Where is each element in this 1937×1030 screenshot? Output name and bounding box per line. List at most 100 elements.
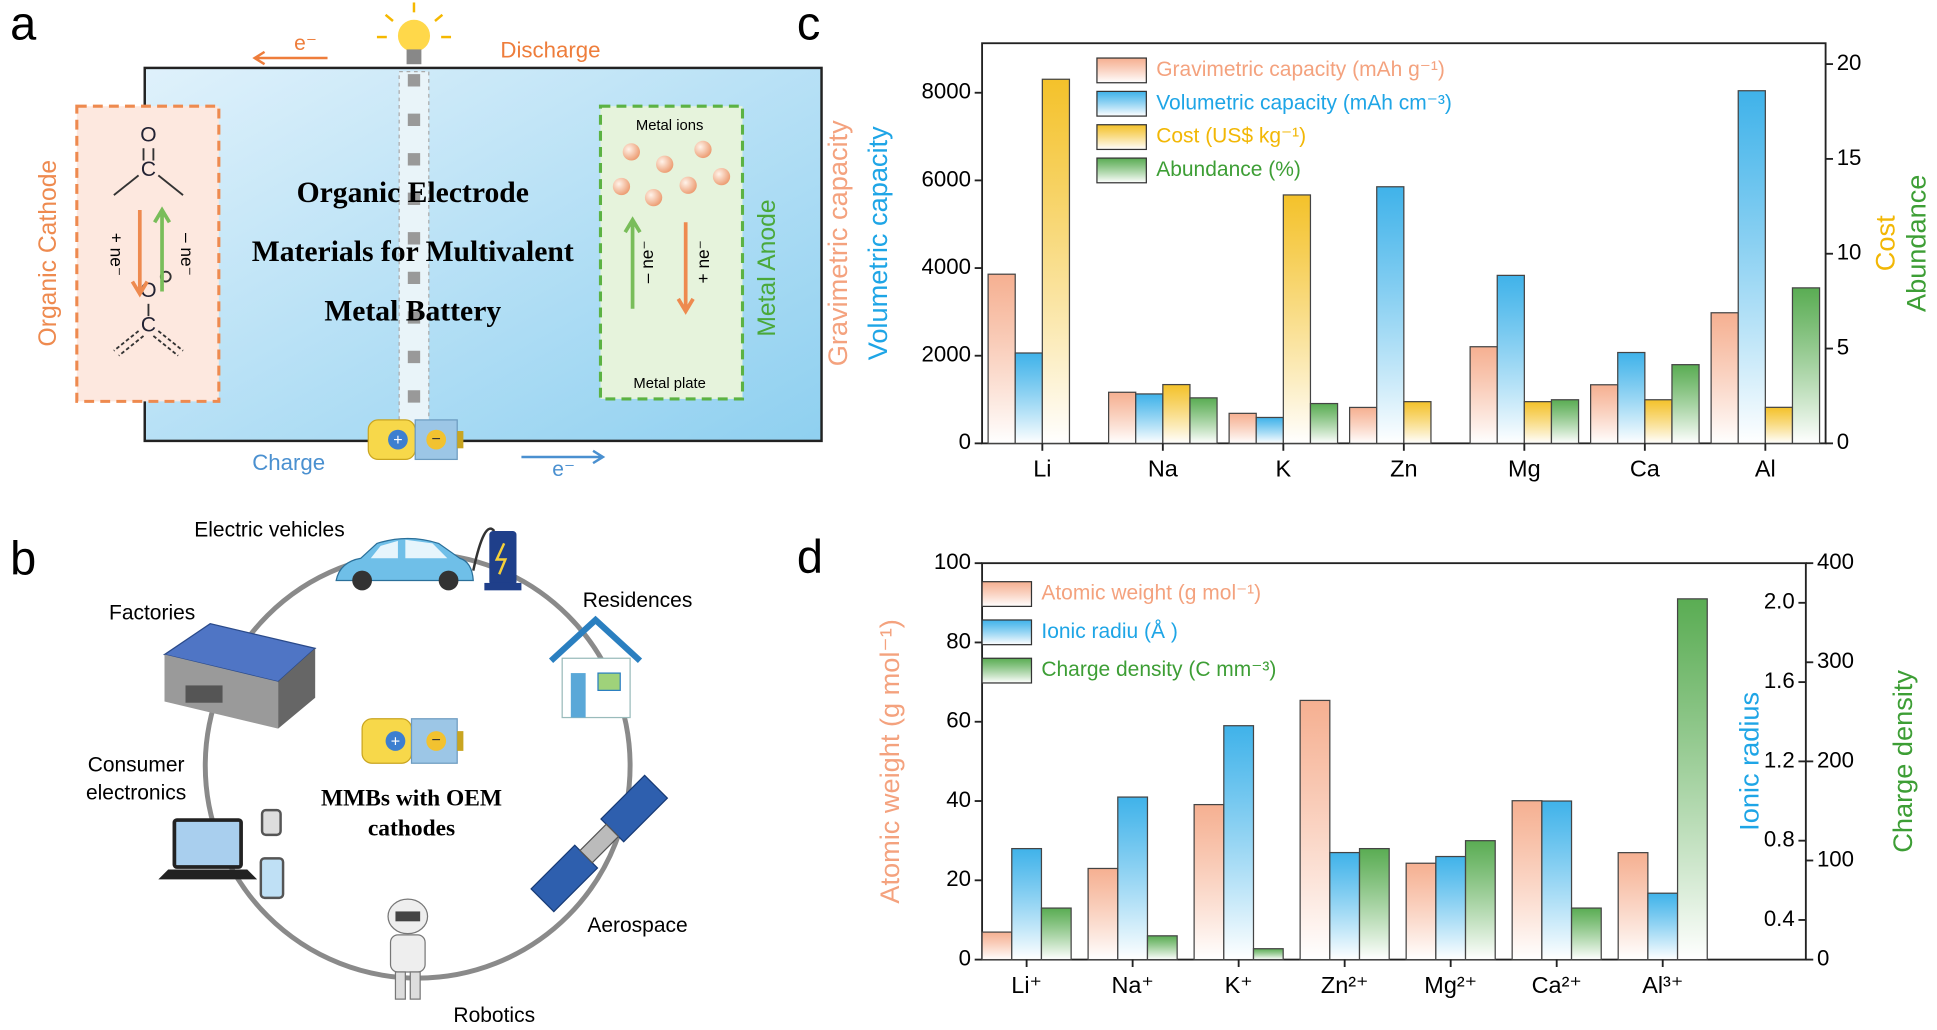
plate-label: Metal plate: [633, 376, 705, 392]
tick-label: 0: [959, 429, 971, 454]
electron-label: e⁻: [552, 458, 575, 481]
house: [548, 615, 643, 719]
bar: [1193, 803, 1225, 961]
bar: [1329, 851, 1361, 961]
tick-label: 40: [946, 787, 971, 812]
bar: [1764, 406, 1794, 444]
tick-label: 8000: [922, 79, 971, 104]
bar: [987, 273, 1016, 444]
electronics: [158, 808, 285, 900]
legend-swatch: [1096, 90, 1147, 117]
tick-label: 60: [946, 708, 971, 733]
bar: [1040, 907, 1072, 961]
bar: [1299, 699, 1331, 961]
bar: [1014, 352, 1043, 444]
tick-label: 80: [946, 628, 971, 653]
atom: C: [141, 158, 156, 181]
atom: O: [140, 123, 156, 146]
arrow: [623, 216, 642, 309]
bar: [1358, 847, 1390, 961]
charge-label: Charge: [252, 450, 325, 475]
bar: [1464, 840, 1496, 961]
x-tick-label: Zn: [1390, 456, 1417, 482]
bar: [1644, 399, 1673, 444]
panel-label: c: [797, 0, 820, 50]
arrow: [521, 449, 606, 465]
axis-title: Atomic weight (g mol⁻¹): [874, 619, 905, 903]
legend-label: Cost (US$ kg⁻¹): [1156, 125, 1306, 148]
tick-label: 100: [934, 549, 971, 574]
x-tick-label: Mg: [1508, 456, 1541, 482]
app-label: Residences: [583, 589, 693, 612]
tick-label: 0: [1837, 429, 1849, 454]
bar: [1523, 401, 1553, 444]
x-tick-label: Na: [1148, 456, 1179, 482]
tick-label: 400: [1817, 549, 1854, 574]
tick-label: 20: [946, 866, 971, 891]
bar: [1617, 351, 1646, 444]
bar: [1590, 384, 1619, 444]
tick-label: 2.0: [1764, 589, 1795, 614]
chart: c 0 2000 4000 6000 8000 0 5 10 15 20 Gravimetric ca…: [797, 0, 1932, 482]
tick-label: 4000: [922, 254, 971, 279]
x-tick-label: Mg²⁺: [1424, 972, 1477, 998]
reaction-label: + ne⁻: [107, 233, 127, 276]
tick-label: 20: [1837, 50, 1862, 75]
bar: [1570, 907, 1602, 961]
tick-label: 0.8: [1764, 827, 1795, 852]
tick-label: 200: [1817, 747, 1854, 772]
tick-label: 100: [1817, 846, 1854, 871]
legend-swatch: [1096, 124, 1147, 151]
reaction-label: + ne⁻: [693, 240, 713, 283]
tick-label: 1.6: [1764, 668, 1795, 693]
cathode-label: Organic Cathode: [35, 160, 62, 347]
arrow: [252, 50, 328, 66]
bar: [1348, 406, 1378, 444]
app-label: electronics: [86, 782, 186, 805]
reaction-label: – ne⁻: [637, 240, 657, 283]
arrow: [153, 206, 172, 292]
tick-label: 5: [1837, 334, 1849, 359]
bar: [1435, 855, 1467, 961]
tick-label: 0.4: [1764, 906, 1795, 931]
tick-label: 0: [1817, 945, 1829, 970]
x-tick-label: Al: [1755, 456, 1776, 482]
axis-title: Gravimetric capacity: [822, 120, 853, 366]
tick-label: 10: [1837, 240, 1862, 265]
bar: [1617, 852, 1649, 961]
legend-swatch: [1096, 157, 1147, 184]
axis-title: Cost: [1870, 215, 1901, 271]
legend-swatch: [981, 619, 1033, 646]
title-line: Metal Battery: [324, 295, 501, 327]
bar: [1041, 78, 1071, 444]
x-tick-label: Na⁺: [1111, 972, 1153, 998]
bar: [1403, 401, 1432, 444]
legend-label: Abundance (%): [1156, 158, 1301, 181]
bulb: [376, 2, 452, 65]
bar: [1282, 194, 1312, 444]
discharge-label: Discharge: [500, 38, 600, 63]
legend-label: Volumetric capacity (mAh cm⁻³): [1156, 91, 1452, 114]
panel-a: a e⁻ Discharge Charge e⁻ + − Organic Ele…: [10, 0, 823, 481]
svg-text:+: +: [391, 732, 400, 750]
bar: [1252, 948, 1284, 961]
bar: [1710, 312, 1739, 444]
legend-label: Charge density (C mm⁻³): [1041, 658, 1276, 681]
legend-label: Gravimetric capacity (mAh g⁻¹): [1156, 58, 1445, 81]
car: [335, 537, 474, 591]
bar: [1405, 862, 1437, 961]
tick-label: 0: [959, 945, 971, 970]
bar: [1011, 847, 1043, 961]
electron-label: e⁻: [294, 32, 317, 55]
svg-text:−: −: [432, 430, 441, 448]
bar: [1146, 935, 1178, 961]
x-tick-label: Li⁺: [1011, 972, 1042, 998]
axis-title: Abundance: [1900, 175, 1931, 312]
tick-label: 15: [1837, 145, 1862, 170]
legend-label: Atomic weight (g mol⁻¹): [1041, 582, 1261, 605]
anode-box: [598, 104, 745, 401]
battery-icon: + −: [361, 718, 464, 764]
x-tick-label: Zn²⁺: [1321, 972, 1369, 998]
axis-title: Volumetric capacity: [862, 126, 893, 360]
